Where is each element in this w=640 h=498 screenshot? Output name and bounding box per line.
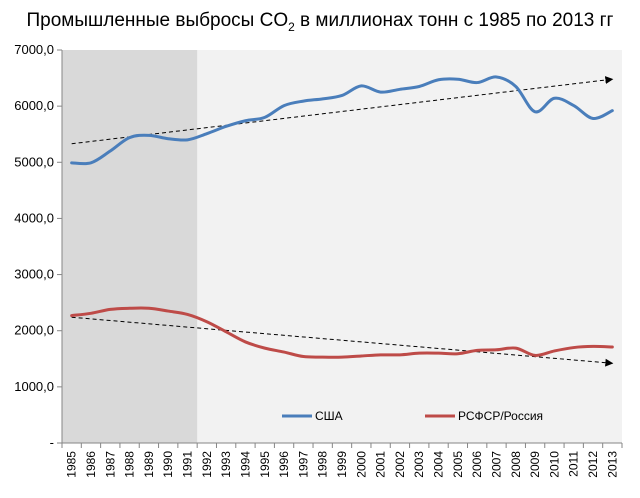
x-tick-label: 2013 xyxy=(605,451,619,478)
legend-label: РСФСР/Россия xyxy=(458,409,543,423)
x-tick-label: 1986 xyxy=(84,451,98,478)
x-tick-label: 1985 xyxy=(65,451,79,478)
y-tick-label: 1000,0 xyxy=(14,379,54,394)
x-tick-label: 1987 xyxy=(103,451,117,478)
title-subscript: 2 xyxy=(288,19,295,34)
legend: США РСФСР/Россия xyxy=(282,409,543,423)
x-tick-label: 1996 xyxy=(277,451,291,478)
x-tick-label: 2004 xyxy=(432,451,446,478)
y-tick-label: - xyxy=(50,435,54,450)
y-tick-label: 6000,0 xyxy=(14,98,54,113)
x-tick-label: 2002 xyxy=(393,451,407,478)
x-tick-label: 1991 xyxy=(181,451,195,478)
x-tick-label: 2009 xyxy=(528,451,542,478)
x-tick-label: 1999 xyxy=(335,451,349,478)
legend-label: США xyxy=(315,409,343,423)
x-tick-label: 1997 xyxy=(296,451,310,478)
x-tick-label: 1988 xyxy=(123,451,137,478)
x-tick-label: 1992 xyxy=(200,451,214,478)
x-tick-label: 2008 xyxy=(509,451,523,478)
x-tick-label: 1998 xyxy=(316,451,330,478)
series-lines xyxy=(70,75,614,359)
y-tick-label: 3000,0 xyxy=(14,267,54,282)
x-tick-label: 2007 xyxy=(489,451,503,478)
x-tick-label: 1994 xyxy=(238,451,252,478)
title-main: Промышленные выбросы CO xyxy=(26,10,289,31)
y-tick-label: 2000,0 xyxy=(14,323,54,338)
x-tick-label: 2010 xyxy=(547,451,561,478)
title-rest: в миллионах тонн с 1985 по 2013 гг xyxy=(294,10,614,31)
x-tick-label: 1995 xyxy=(258,451,272,478)
x-tick-label: 1990 xyxy=(161,451,175,478)
x-tick-label: 2006 xyxy=(470,451,484,478)
y-tick-label: 4000,0 xyxy=(14,210,54,225)
x-axis: 1985 1986 1987 1988 1989 1990 1991 1992 1993 1994… xyxy=(61,442,623,478)
x-tick-label: 1993 xyxy=(219,451,233,478)
x-tick-label: 2005 xyxy=(451,451,465,478)
x-tick-label: 2003 xyxy=(412,451,426,478)
x-tick-label: 2000 xyxy=(354,451,368,478)
y-axis: - 1000,0 2000,0 3000,0 4000,0 5000,0 6000,0 700… xyxy=(14,42,63,450)
chart-title: Промышленные выбросы CO2 в миллионах тон… xyxy=(0,10,640,34)
shaded-period xyxy=(62,50,198,443)
x-tick-label: 1989 xyxy=(142,451,156,478)
x-tick-label: 2011 xyxy=(567,451,581,477)
y-tick-label: 7000,0 xyxy=(14,42,54,57)
x-tick-label: 2001 xyxy=(374,451,388,478)
x-tick-label: 2012 xyxy=(586,451,600,478)
y-tick-label: 5000,0 xyxy=(14,154,54,169)
